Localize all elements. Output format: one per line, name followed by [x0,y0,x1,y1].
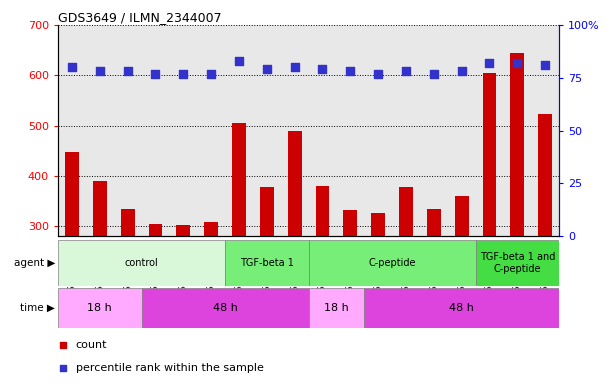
Bar [427,209,441,377]
Text: count: count [76,339,107,350]
Text: 48 h: 48 h [449,303,474,313]
Bar [288,131,302,377]
Text: percentile rank within the sample: percentile rank within the sample [76,363,263,373]
Bar [399,187,413,377]
Point [58,365,68,371]
Point [401,68,411,74]
Bar [204,222,218,377]
Text: TGF-beta 1 and
C-peptide: TGF-beta 1 and C-peptide [480,252,555,274]
Bar [58,240,225,286]
Point [373,70,383,76]
Bar [510,53,524,377]
Bar [309,240,475,286]
Bar [148,223,163,377]
Point [457,68,467,74]
Bar [475,240,559,286]
Bar [343,210,357,377]
Text: 18 h: 18 h [87,303,112,313]
Bar [483,73,496,377]
Text: C-peptide: C-peptide [368,258,416,268]
Point [513,60,522,66]
Bar [65,152,79,377]
Bar [260,187,274,377]
Point [123,68,133,74]
Point [67,64,77,70]
Point [95,68,104,74]
Text: 48 h: 48 h [213,303,238,313]
Bar [315,186,329,377]
Point [234,58,244,64]
Point [290,64,299,70]
Bar [142,288,309,328]
Point [262,66,272,73]
Text: agent ▶: agent ▶ [13,258,55,268]
Point [485,60,494,66]
Text: GDS3649 / ILMN_2344007: GDS3649 / ILMN_2344007 [58,11,222,24]
Point [318,66,327,73]
Bar [538,114,552,377]
Bar [177,225,190,377]
Point [150,70,160,76]
Text: control: control [125,258,158,268]
Point [178,70,188,76]
Bar [225,240,309,286]
Bar [58,288,142,328]
Bar [455,196,469,377]
Point [207,70,216,76]
Bar [309,288,364,328]
Text: time ▶: time ▶ [20,303,55,313]
Text: TGF-beta 1: TGF-beta 1 [240,258,294,268]
Bar [371,213,385,377]
Bar [93,181,107,377]
Text: 18 h: 18 h [324,303,349,313]
Bar [232,123,246,377]
Bar [121,209,134,377]
Bar [364,288,559,328]
Point [540,62,550,68]
Point [58,342,68,348]
Point [345,68,355,74]
Point [429,70,439,76]
